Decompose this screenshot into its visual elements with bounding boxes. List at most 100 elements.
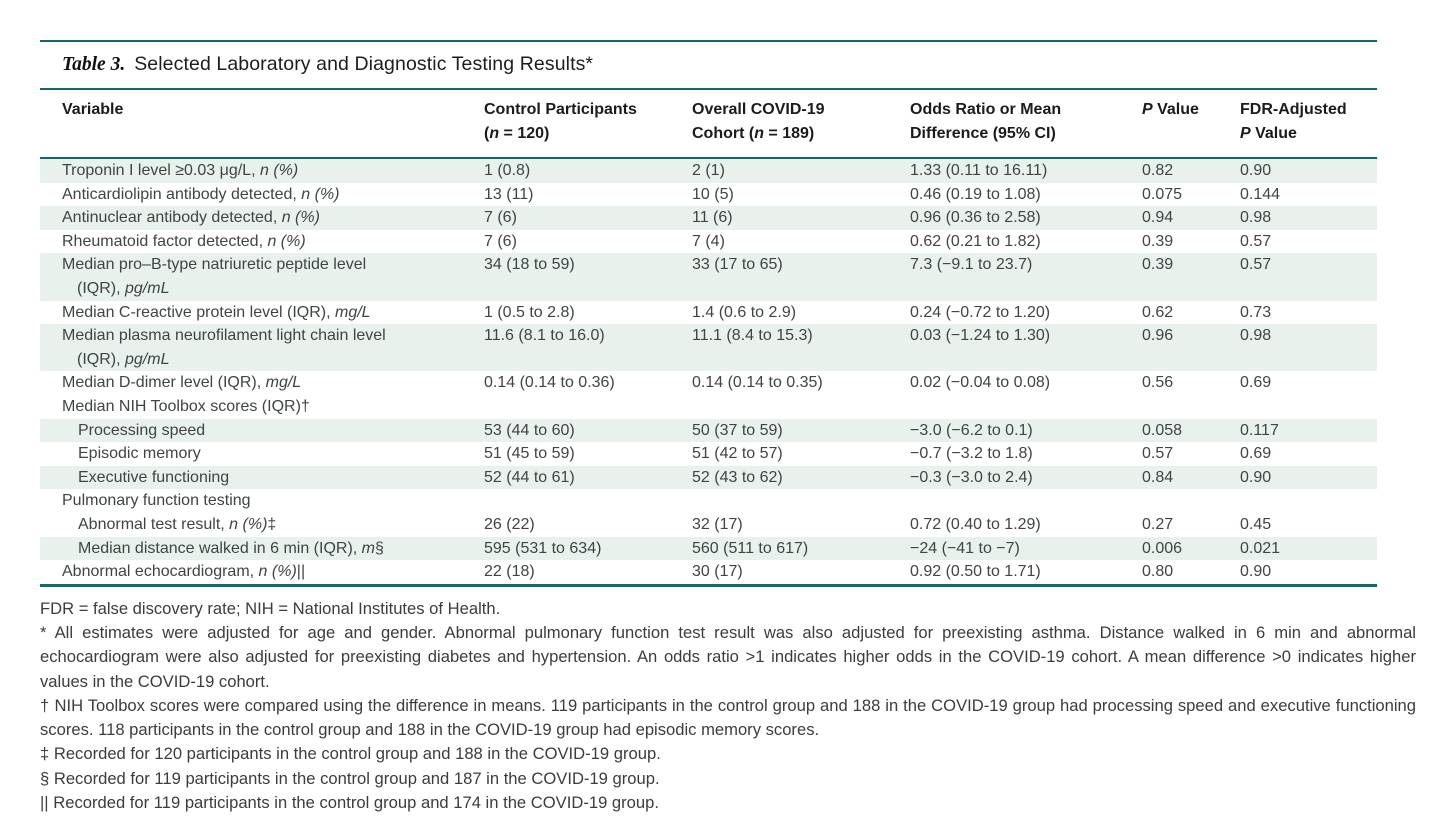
value-cell: −0.7 (−3.2 to 1.8) <box>910 445 1033 463</box>
value-cell: 0.98 <box>1240 327 1272 345</box>
value-cell <box>484 489 692 513</box>
value-cell: 0.80 <box>1142 563 1174 581</box>
value-cell: 30 (17) <box>692 563 743 581</box>
value-cell: 0.57 <box>1142 445 1174 463</box>
value-cell: 7.3 (−9.1 to 23.7) <box>910 256 1033 274</box>
table-row: Episodic memory 51 (45 to 59) 51 (42 to 57… <box>40 442 1377 466</box>
value-cell: 11 (6) <box>692 209 733 227</box>
value-cell: 1 (0.5 to 2.8) <box>484 303 575 321</box>
value-cell: 34 (18 to 59) <box>484 256 575 274</box>
value-cell <box>692 395 910 419</box>
value-cell: 0.058 <box>1142 421 1183 439</box>
variable-cell: Pulmonary function testing <box>62 492 251 510</box>
value-cell: 11.6 (8.1 to 16.0) <box>484 327 605 345</box>
value-cell: 0.62 (0.21 to 1.82) <box>910 232 1041 250</box>
value-cell: −24 (−41 to −7) <box>910 539 1020 557</box>
value-cell: 2 (1) <box>692 162 725 179</box>
footnote-asterisk: * All estimates were adjusted for age an… <box>40 622 1416 691</box>
value-cell: 0.94 <box>1142 209 1174 227</box>
value-cell: 52 (43 to 62) <box>692 468 783 486</box>
value-cell <box>910 395 1142 419</box>
value-cell: 595 (531 to 634) <box>484 539 602 557</box>
table-row: Rheumatoid factor detected, n (%) 7 (6) 7 … <box>40 230 1377 254</box>
variable-cell: Antinuclear antibody detected, n (%) <box>62 209 320 227</box>
table-row: Median D-dimer level (IQR), mg/L 0.14 (0.… <box>40 371 1377 395</box>
table-number: Table 3. <box>62 54 126 75</box>
value-cell: 0.39 <box>1142 232 1174 250</box>
column-header: Variable <box>40 90 484 159</box>
value-cell: 0.57 <box>1240 256 1272 274</box>
variable-cell: Median D-dimer level (IQR), mg/L <box>62 374 302 392</box>
footnote-parallel: || Recorded for 119 participants in the … <box>40 793 659 813</box>
table-row: Abnormal echocardiogram, n (%)|| 22 (18) 3… <box>40 560 1377 585</box>
variable-cell: Abnormal echocardiogram, n (%)|| <box>62 563 306 581</box>
value-cell: 0.006 <box>1142 539 1183 557</box>
column-header: P Value <box>1142 90 1240 159</box>
value-cell: 0.96 (0.36 to 2.58) <box>910 209 1041 227</box>
variable-cell: Abnormal test result, n (%)‡ <box>78 515 277 533</box>
value-cell: 7 (4) <box>692 232 725 250</box>
variable-cell: Median distance walked in 6 min (IQR), m… <box>78 539 384 557</box>
value-cell: 0.03 (−1.24 to 1.30) <box>910 327 1051 345</box>
table-row: Anticardiolipin antibody detected, n (%)… <box>40 183 1377 207</box>
table-row: Median NIH Toolbox scores (IQR)† <box>40 395 1377 419</box>
variable-cell: Median NIH Toolbox scores (IQR)† <box>62 397 310 415</box>
table-row: Processing speed 53 (44 to 60) 50 (37 to 5… <box>40 418 1377 443</box>
value-cell: 0.24 (−0.72 to 1.20) <box>910 303 1051 321</box>
value-cell: 0.96 <box>1142 327 1174 345</box>
value-cell: 22 (18) <box>484 563 535 581</box>
value-cell: 50 (37 to 59) <box>692 421 783 439</box>
value-cell: 51 (45 to 59) <box>484 445 575 463</box>
value-cell: 1.33 (0.11 to 16.11) <box>910 162 1048 179</box>
value-cell: 32 (17) <box>692 515 743 533</box>
variable-cell: Processing speed <box>78 421 206 439</box>
value-cell: 0.62 <box>1142 303 1174 321</box>
value-cell: 13 (11) <box>484 185 534 203</box>
table-row: Antinuclear antibody detected, n (%) 7 (6… <box>40 206 1377 230</box>
value-cell <box>1240 395 1377 419</box>
variable-cell: Median plasma neurofilament light chain … <box>62 327 386 368</box>
value-cell <box>1142 489 1240 513</box>
value-cell: 7 (6) <box>484 209 517 227</box>
variable-cell: Executive functioning <box>78 468 230 486</box>
value-cell: 0.98 <box>1240 209 1272 227</box>
variable-cell: Troponin I level ≥0.03 μg/L, n (%) <box>62 162 299 179</box>
value-cell <box>484 395 692 419</box>
variable-cell: Median pro–B-type natriuretic peptide le… <box>62 256 367 297</box>
footnote-section: § Recorded for 119 participants in the c… <box>40 768 660 788</box>
value-cell: 1.4 (0.6 to 2.9) <box>692 303 797 321</box>
value-cell: 0.144 <box>1240 185 1281 203</box>
value-cell: 26 (22) <box>484 515 535 533</box>
value-cell: 0.46 (0.19 to 1.08) <box>910 185 1041 203</box>
value-cell: 7 (6) <box>484 232 517 250</box>
value-cell: 0.57 <box>1240 232 1272 250</box>
value-cell: 0.69 <box>1240 445 1272 463</box>
table-figure: Table 3. Selected Laboratory and Diagnost… <box>40 40 1377 587</box>
table-row: Median distance walked in 6 min (IQR), m… <box>40 536 1377 561</box>
value-cell: 0.56 <box>1142 374 1174 392</box>
value-cell: 0.14 (0.14 to 0.36) <box>484 374 615 392</box>
table-row: Median C-reactive protein level (IQR), m… <box>40 301 1377 325</box>
table-row: Troponin I level ≥0.03 μg/L, n (%) 1 (0.8… <box>40 158 1377 183</box>
results-table: Variable Control Participants (n = 120) Ove… <box>40 90 1377 587</box>
value-cell: 0.69 <box>1240 374 1272 392</box>
variable-cell: Anticardiolipin antibody detected, n (%) <box>62 185 340 203</box>
variable-cell: Median C-reactive protein level (IQR), m… <box>62 303 371 321</box>
value-cell: 51 (42 to 57) <box>692 445 783 463</box>
value-cell: 0.84 <box>1142 468 1174 486</box>
value-cell: 0.021 <box>1240 539 1281 557</box>
column-header: Overall COVID-19 Cohort (n = 189) <box>692 90 910 159</box>
table-title-text: Selected Laboratory and Diagnostic Testi… <box>134 53 594 75</box>
value-cell: 0.02 (−0.04 to 0.08) <box>910 374 1051 392</box>
value-cell: 560 (511 to 617) <box>692 539 809 557</box>
footnotes: FDR = false discovery rate; NIH = Nation… <box>40 597 1416 816</box>
value-cell: 0.39 <box>1142 256 1174 274</box>
value-cell: 53 (44 to 60) <box>484 421 575 439</box>
value-cell <box>692 489 910 513</box>
value-cell: 1 (0.8) <box>484 162 531 179</box>
value-cell: 0.73 <box>1240 303 1272 321</box>
value-cell: 11.1 (8.4 to 15.3) <box>692 327 813 345</box>
value-cell: 10 (5) <box>692 185 734 203</box>
value-cell: 0.45 <box>1240 515 1272 533</box>
